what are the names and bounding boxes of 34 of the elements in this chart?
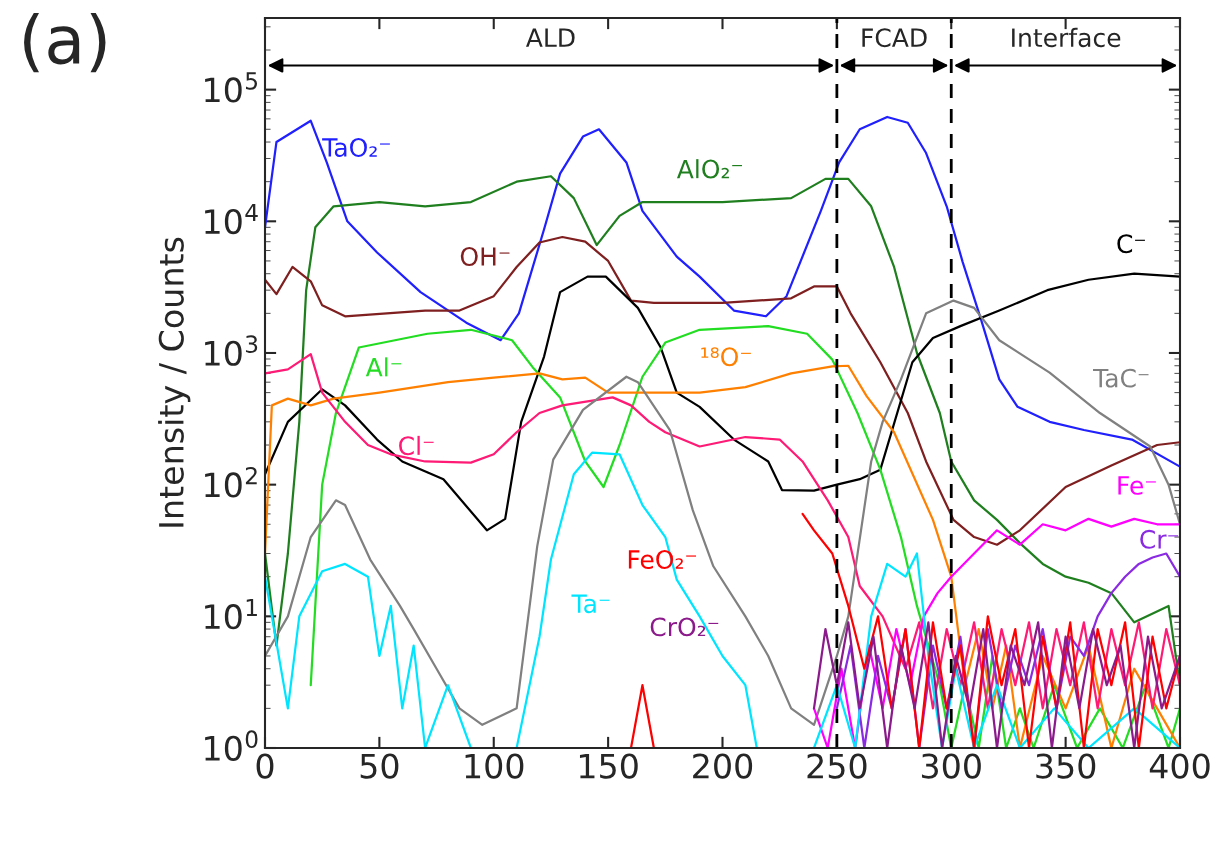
y-tick-label: 10$^{2}$ bbox=[205, 466, 257, 498]
series-label: TaC⁻ bbox=[1093, 368, 1149, 388]
x-tick-label: 350 bbox=[1036, 753, 1096, 779]
x-tick-label: 400 bbox=[1149, 753, 1210, 779]
series-label: Fe⁻ bbox=[1118, 476, 1156, 495]
series-label: C⁻ bbox=[1117, 234, 1145, 254]
x-tick-label: 150 bbox=[579, 753, 638, 779]
series-label: Cl⁻ bbox=[399, 435, 434, 456]
x-tick-label: 250 bbox=[807, 753, 867, 779]
annotation: Interface bbox=[1012, 27, 1121, 48]
x-tick-label: 300 bbox=[921, 753, 981, 779]
annotation: FCAD bbox=[862, 28, 927, 48]
series-label: Cr⁻ bbox=[1140, 529, 1179, 549]
line-series bbox=[812, 517, 1180, 748]
line-series bbox=[812, 621, 1180, 748]
x-tick-label: 50 bbox=[360, 753, 399, 779]
series-label: Al⁻ bbox=[365, 357, 402, 377]
text: (a) bbox=[24, 12, 106, 73]
x-tick-label: 200 bbox=[693, 753, 753, 779]
x-tick-label: 100 bbox=[465, 753, 524, 779]
annotation: ALD bbox=[525, 28, 575, 47]
x-tick-label: 0 bbox=[256, 753, 274, 779]
y-tick-label: 10$^{3}$ bbox=[205, 335, 258, 366]
line-series bbox=[265, 115, 1180, 468]
y-tick-label: 10$^{1}$ bbox=[205, 598, 257, 630]
y-axis-title: Intensity / Counts bbox=[158, 237, 191, 527]
series-label: TaO₂⁻ bbox=[322, 138, 390, 157]
series-label: ¹⁸O⁻ bbox=[701, 347, 751, 367]
y-tick-label: 10$^{5}$ bbox=[205, 72, 258, 103]
series-label: Ta⁻ bbox=[571, 594, 610, 614]
y-tick-label: 10$^{4}$ bbox=[205, 203, 258, 235]
y-tick-label: 10$^{0}$ bbox=[205, 730, 258, 761]
series-label: OH⁻ bbox=[460, 247, 510, 266]
series-label: AlO₂⁻ bbox=[676, 159, 743, 179]
